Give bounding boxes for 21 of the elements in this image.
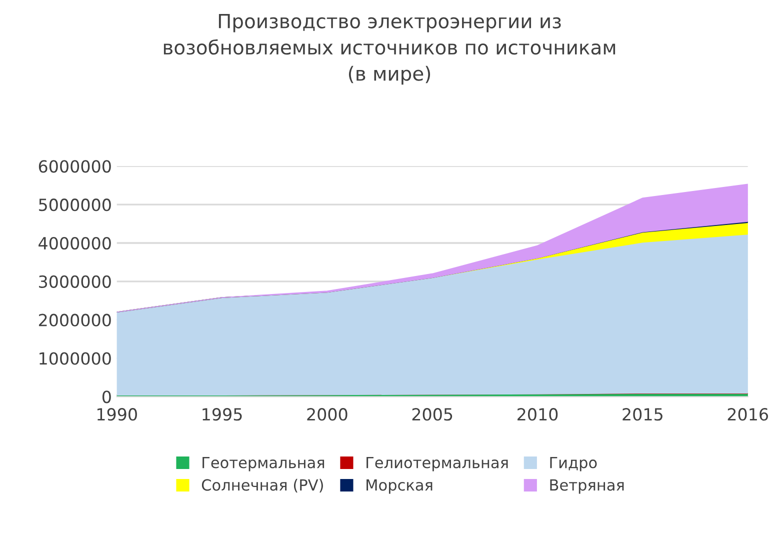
legend-label: Гелиотермальная [366, 456, 508, 472]
y-tick-label: 3000000 [39, 275, 111, 288]
y-tick-label: 5000000 [39, 198, 111, 212]
x-tick-label: 2016 [728, 408, 768, 421]
x-tick-label: 2010 [518, 408, 558, 421]
legend-label: Ветряная [550, 479, 624, 494]
x-tick-label: 2015 [622, 408, 662, 421]
legend-label: Гидро [550, 456, 597, 472]
legend-label: Морская [366, 479, 432, 494]
y-tick-label: 1000000 [40, 352, 111, 365]
y-tick-label: 6000000 [38, 160, 111, 173]
x-tick-label: 2000 [307, 408, 348, 421]
chart-title: Производство электроэнергии из возобновляемых источников по источникам (в мире) [164, 14, 616, 85]
legend-label: Солнечная (PV) [202, 478, 323, 493]
legend-label: Геотермальная [202, 456, 324, 472]
y-tick-label: 4000000 [38, 236, 111, 250]
y-tick-label: 2000000 [38, 314, 111, 326]
y-tick-label: 0 [102, 390, 111, 404]
x-tick-label: 1990 [97, 408, 137, 421]
x-tick-label: 2005 [412, 408, 452, 421]
x-tick-label: 1995 [202, 408, 242, 421]
